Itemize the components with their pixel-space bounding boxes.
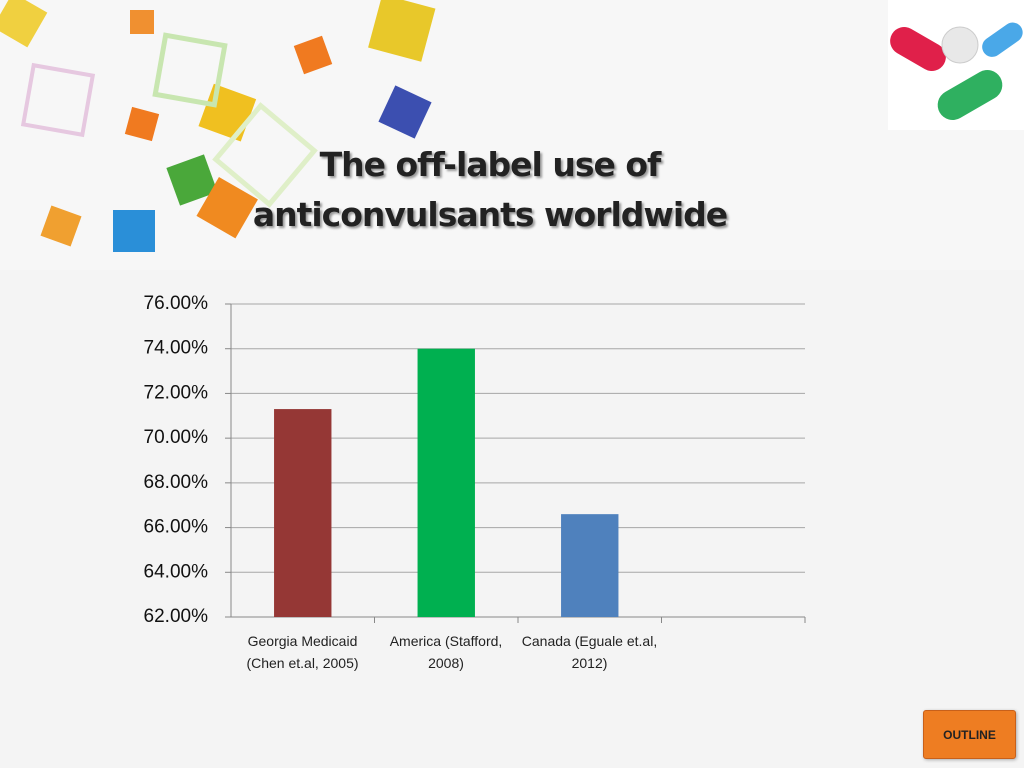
decoration — [0, 0, 1024, 270]
x-tick-label: Georgia Medicaid (Chen et.al, 2005) — [246, 633, 359, 671]
x-tick-label: Canada (Eguale et.al, 2012) — [521, 633, 658, 671]
y-tick-label: 70.00% — [144, 427, 209, 448]
bar — [417, 348, 475, 617]
y-tick-label: 62.00% — [144, 606, 209, 627]
x-tick-label: America (Stafford, 2008) — [389, 633, 503, 671]
y-tick-label: 64.00% — [144, 561, 209, 582]
y-tick-label: 72.00% — [144, 382, 209, 403]
y-tick-label: 74.00% — [144, 338, 209, 359]
y-tick-label: 68.00% — [144, 472, 209, 493]
chart-title: The off-label use of anticonvulsants wor… — [252, 145, 728, 234]
y-tick-label: 76.00% — [144, 293, 209, 314]
bar — [561, 514, 619, 617]
outline-button[interactable]: OUTLINE — [923, 710, 1016, 759]
y-tick-label: 66.00% — [144, 517, 209, 538]
bar — [274, 409, 332, 617]
